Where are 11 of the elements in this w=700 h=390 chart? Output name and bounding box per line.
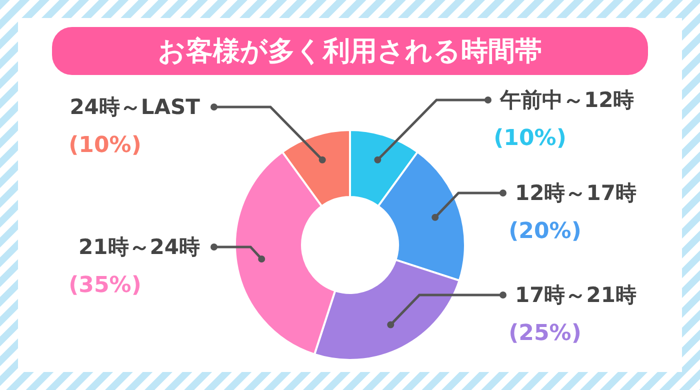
data-label: (35%) [68, 273, 142, 298]
slice-label: 17時～21時 [515, 283, 636, 307]
slice-label: 12時～17時 [515, 181, 636, 205]
data-label: (25%) [508, 321, 582, 346]
slice-label: 24時～LAST [70, 95, 201, 119]
data-label: (20%) [508, 219, 582, 244]
slice-label: 午前中～12時 [499, 88, 634, 112]
slice-label: 21時～24時 [78, 235, 200, 259]
data-label: (10%) [494, 126, 566, 151]
chart-title: お客様が多く利用される時間帯 [158, 36, 542, 67]
data-label: (10%) [68, 133, 142, 158]
